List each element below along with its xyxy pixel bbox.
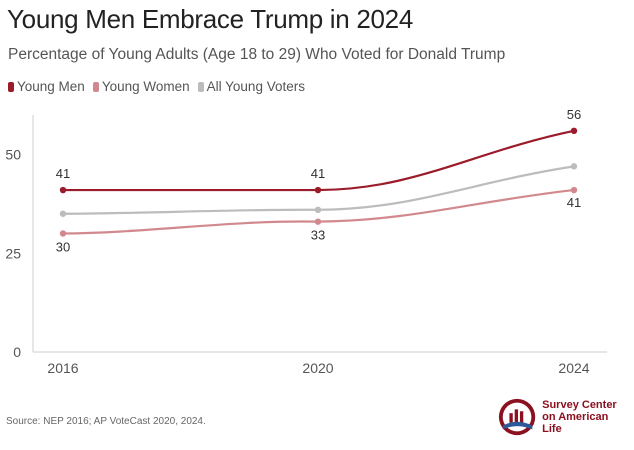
data-point-young-men — [314, 186, 322, 194]
data-point-young-women — [570, 186, 578, 194]
data-point-all-young-voters — [570, 163, 578, 170]
data-label: 41 — [311, 166, 325, 181]
legend-item-young-men: Young Men — [8, 79, 85, 94]
legend-label-young-women: Young Women — [101, 79, 190, 94]
x-tick-label: 2016 — [47, 360, 78, 376]
legend-label-all-young-voters: All Young Voters — [206, 79, 305, 94]
logo-line-2: on American Life — [542, 411, 609, 435]
data-label: 56 — [567, 107, 581, 122]
data-label: 33 — [311, 228, 325, 243]
legend-swatch-young-men — [8, 81, 14, 92]
survey-center-logo: Survey Center on American Life — [497, 393, 627, 441]
y-tick-label: 50 — [5, 147, 21, 163]
legend-swatch-all-young-voters — [197, 81, 204, 92]
y-tick-label: 25 — [5, 245, 21, 261]
logo-line-1: Survey Center — [542, 399, 617, 411]
data-label: 41 — [567, 195, 581, 210]
survey-center-logo-text: Survey Center on American Life — [542, 399, 627, 435]
data-label: 30 — [56, 240, 70, 255]
data-point-young-men — [59, 186, 67, 194]
x-tick-label: 2020 — [302, 360, 333, 376]
x-tick-label: 2024 — [558, 360, 589, 376]
survey-center-logo-icon — [498, 398, 536, 436]
legend-label-young-men: Young Men — [17, 79, 85, 94]
chart-title: Young Men Embrace Trump in 2024 — [7, 4, 413, 34]
data-point-young-women — [314, 218, 322, 225]
data-point-all-young-voters — [314, 206, 322, 213]
legend-item-young-women: Young Women — [92, 79, 190, 94]
legend-item-all-young-voters: All Young Voters — [197, 79, 305, 94]
y-tick-label: 0 — [13, 344, 21, 360]
data-point-young-men — [570, 127, 578, 134]
data-point-young-women — [59, 230, 67, 237]
source-note: Source: NEP 2016; AP VoteCast 2020, 2024… — [6, 416, 206, 427]
data-point-all-young-voters — [59, 210, 67, 217]
chart-subtitle: Percentage of Young Adults (Age 18 to 29… — [8, 46, 506, 63]
legend-swatch-young-women — [92, 81, 99, 92]
legend: Young Men Young Women All Young Voters — [8, 79, 305, 94]
data-label: 41 — [56, 166, 70, 181]
